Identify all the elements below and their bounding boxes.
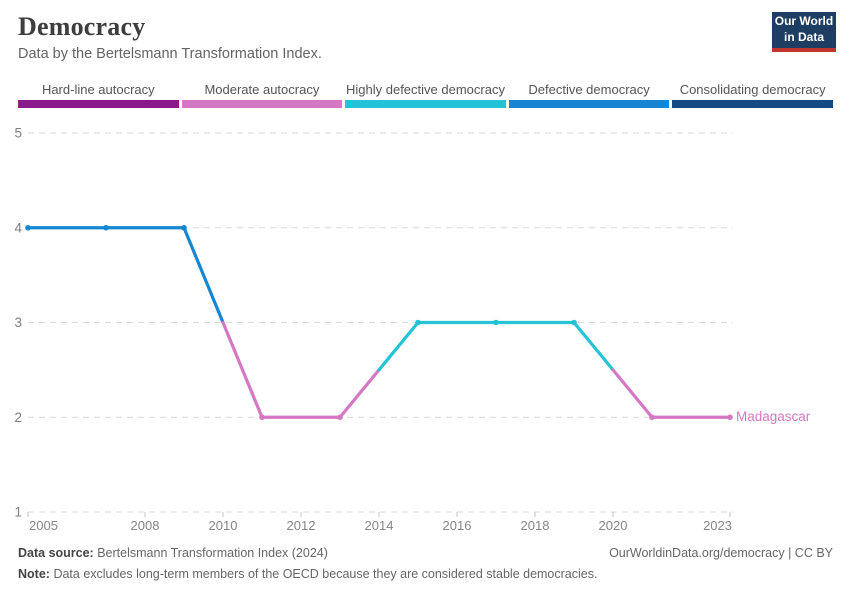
x-axis: 2005 2008 2010 2012 2014 2016 2018 2020 2023 (27, 512, 732, 533)
svg-text:2016: 2016 (443, 518, 472, 533)
legend-label: Consolidating democracy (679, 82, 826, 97)
legend-item-hard-line-autocracy[interactable]: Hard-line autocracy (18, 82, 179, 108)
legend-color-bar (508, 100, 670, 108)
gridlines (28, 132, 733, 513)
chart-footer: Data source: Bertelsmann Transformation … (18, 546, 833, 581)
legend-item-moderate-autocracy[interactable]: Moderate autocracy (181, 82, 343, 108)
legend-label: Defective democracy (528, 82, 650, 97)
legend-item-highly-defective-democracy[interactable]: Highly defective democracy (345, 82, 506, 108)
data-point-markers (25, 224, 733, 421)
owid-logo-line2: in Data (783, 30, 824, 44)
owid-logo[interactable]: Our World in Data (772, 12, 836, 52)
svg-text:3: 3 (14, 315, 22, 330)
legend-label: Highly defective democracy (346, 82, 505, 97)
svg-text:2020: 2020 (599, 518, 628, 533)
legend-label: Moderate autocracy (204, 82, 320, 97)
legend-color-bar (672, 100, 833, 108)
y-axis-labels: 1 2 3 4 5 (14, 126, 22, 520)
data-source-value: Bertelsmann Transformation Index (2024) (97, 546, 328, 560)
svg-text:2018: 2018 (521, 518, 550, 533)
svg-text:2005: 2005 (29, 518, 58, 533)
svg-text:2: 2 (14, 410, 22, 425)
svg-text:1: 1 (14, 505, 22, 520)
svg-text:2012: 2012 (287, 518, 316, 533)
legend-color-bar (345, 100, 506, 108)
data-source-text: Data source: Bertelsmann Transformation … (18, 546, 328, 560)
note-text: Note: Data excludes long-term members of… (18, 567, 833, 581)
owid-citation-link[interactable]: OurWorldinData.org/democracy | CC BY (609, 546, 833, 560)
svg-text:2023: 2023 (703, 518, 732, 533)
svg-text:2010: 2010 (209, 518, 238, 533)
owid-logo-line1: Our World (774, 14, 834, 29)
legend-item-defective-democracy[interactable]: Defective democracy (508, 82, 670, 108)
svg-text:4: 4 (14, 220, 22, 235)
svg-text:2014: 2014 (365, 518, 394, 533)
legend-color-bar (18, 100, 179, 108)
page-title: Democracy (18, 12, 146, 41)
legend-label: Hard-line autocracy (41, 82, 155, 97)
line-chart-plot[interactable]: 1 2 3 4 5 2005 2008 2010 2012 2014 2016 2018 2020 202… (0, 115, 850, 545)
series-label-madagascar[interactable]: Madagascar (736, 409, 811, 424)
note-label: Note: (18, 567, 50, 581)
svg-text:5: 5 (14, 126, 22, 141)
category-legend: Hard-line autocracy Moderate autocracy H… (18, 82, 833, 108)
series-line-madagascar (26, 226, 732, 419)
legend-color-bar (181, 100, 343, 108)
legend-item-consolidating-democracy[interactable]: Consolidating democracy (672, 82, 833, 108)
svg-text:2008: 2008 (131, 518, 160, 533)
note-value: Data excludes long-term members of the O… (53, 567, 598, 581)
data-source-label: Data source: (18, 546, 94, 560)
page-subtitle: Data by the Bertelsmann Transformation I… (18, 46, 322, 62)
